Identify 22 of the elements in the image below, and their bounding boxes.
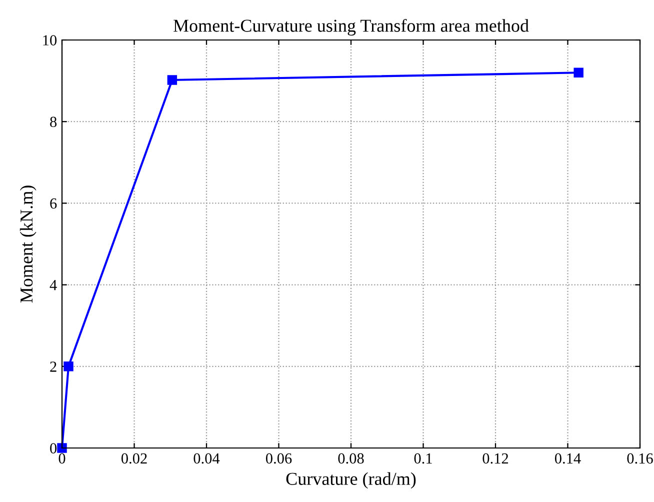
y-tick-label: 0 (50, 443, 57, 454)
y-axis-title: Moment (kN.m) (20, 186, 36, 303)
x-tick-label: 0.06 (266, 453, 292, 464)
x-tick-label: 0.14 (554, 453, 581, 464)
x-tick-label: 0.08 (338, 453, 364, 464)
chart-title: Moment-Curvature using Transform area method (173, 18, 529, 36)
x-axis-title: Curvature (rad/m) (286, 472, 416, 489)
x-tick-label: 0.12 (482, 453, 508, 464)
x-tick-label: 0 (58, 453, 66, 464)
point (64, 362, 74, 372)
point (167, 75, 178, 85)
x-tick-label: 0.04 (194, 453, 220, 464)
x-tick-label: 0.16 (627, 453, 653, 464)
y-tick-label: 4 (50, 280, 57, 290)
x-tick-label: 0.1 (414, 453, 432, 464)
point (57, 443, 67, 453)
y-tick-label: 6 (50, 198, 57, 209)
y-tick-label: 10 (43, 35, 57, 46)
point (574, 68, 584, 78)
y-tick-label: 2 (50, 362, 56, 372)
y-tick-label: 8 (50, 116, 57, 128)
x-tick-label: 0.02 (121, 453, 147, 464)
